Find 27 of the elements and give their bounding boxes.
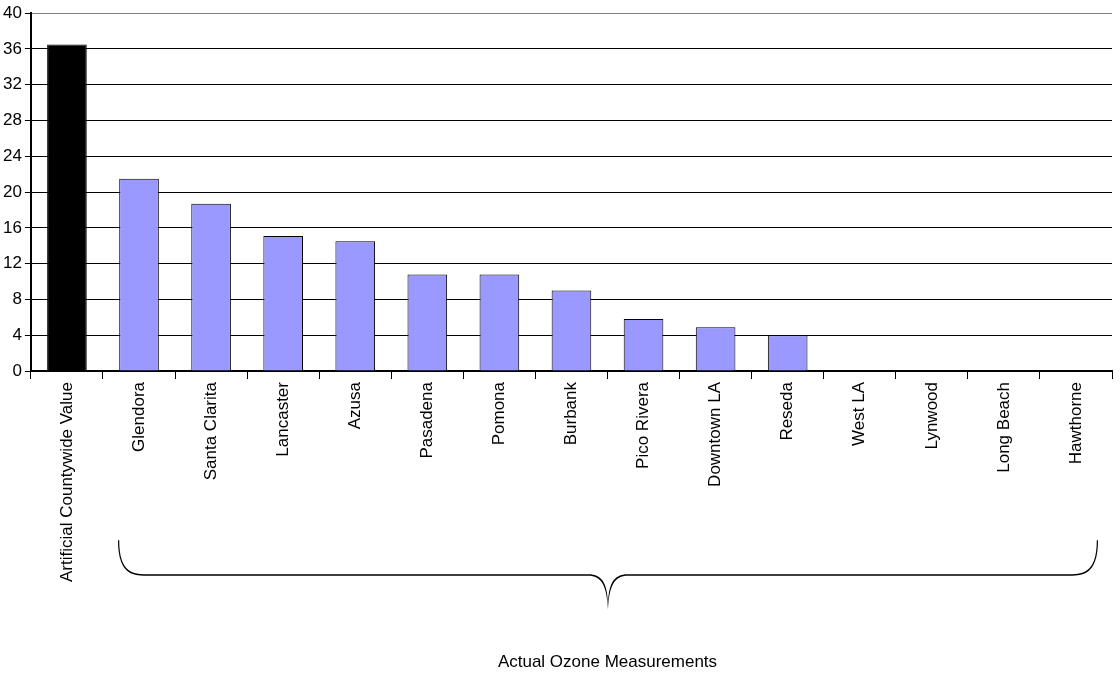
x-tick-label: Glendora <box>128 381 148 452</box>
x-tick-label: Artificial Countywide Value <box>56 382 76 582</box>
y-tick-label: 32 <box>2 74 22 94</box>
x-tick-label: Pico Rivera <box>633 381 653 469</box>
x-tick-label: Azusa <box>344 381 364 430</box>
y-tick-label: 36 <box>2 38 22 58</box>
x-tick-label: Long Beach <box>993 382 1013 473</box>
y-tick-label: 40 <box>2 2 22 22</box>
x-tick-label: Downtown LA <box>705 381 725 487</box>
y-tick-label: 8 <box>12 289 22 309</box>
y-tick-label: 12 <box>2 253 22 273</box>
x-tick-label: West LA <box>849 381 869 446</box>
x-tick-label: Santa Clarita <box>200 381 220 481</box>
y-tick-label: 16 <box>2 217 22 237</box>
x-tick-label: Pomona <box>489 381 509 446</box>
y-tick-label: 24 <box>2 146 22 166</box>
y-tick-label: 28 <box>2 110 22 130</box>
y-tick-label: 0 <box>12 360 22 380</box>
x-tick-label: Lynwood <box>921 382 941 450</box>
y-tick-label: 4 <box>12 324 22 344</box>
text: Actual Ozone Measurements <box>497 652 718 672</box>
x-tick-label: Lancaster <box>272 381 292 457</box>
x-tick-label: Reseda <box>777 381 797 441</box>
x-tick-label: Pasadena <box>417 381 436 459</box>
y-tick-label: 20 <box>2 181 22 201</box>
x-tick-label: Burbank <box>561 381 581 446</box>
x-tick-label: Hawthorne <box>1065 382 1085 465</box>
